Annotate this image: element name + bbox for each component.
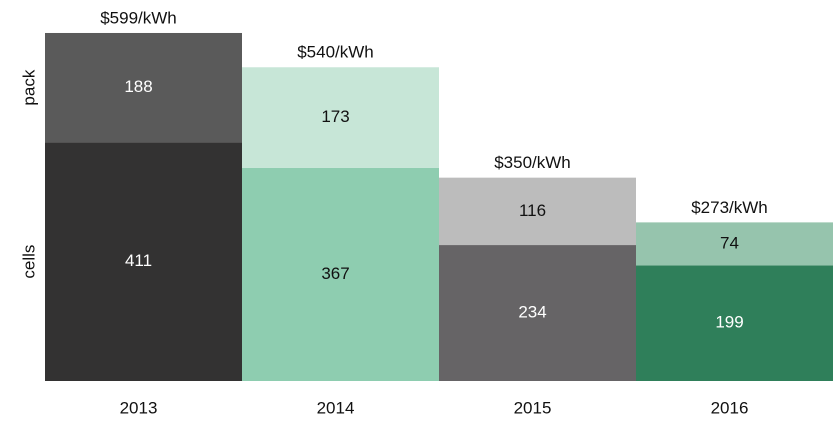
total-label: $599/kWh — [100, 8, 177, 27]
x-tick-label: 2016 — [711, 398, 749, 417]
value-label: 199 — [715, 313, 743, 332]
bar-segment — [439, 177, 636, 246]
bar-segment — [439, 245, 636, 381]
x-tick-label: 2013 — [120, 398, 158, 417]
bar-segment — [636, 222, 833, 266]
total-label: $273/kWh — [691, 198, 768, 217]
bar-segment — [636, 265, 833, 381]
value-label: 173 — [321, 107, 349, 126]
series-label: cells — [19, 245, 38, 279]
bar-segment — [45, 142, 242, 381]
total-label: $540/kWh — [297, 43, 374, 62]
bar-segment — [45, 32, 242, 143]
bar-segment — [242, 67, 439, 168]
value-label: 367 — [321, 264, 349, 283]
value-label: 411 — [125, 251, 152, 270]
series-label: pack — [19, 69, 38, 105]
x-tick-label: 2014 — [317, 398, 355, 417]
value-label: 234 — [518, 303, 546, 322]
value-label: 116 — [519, 201, 546, 220]
value-label: 188 — [124, 77, 152, 96]
x-tick-label: 2015 — [514, 398, 552, 417]
value-label: 74 — [720, 233, 739, 252]
total-label: $350/kWh — [494, 153, 571, 172]
bar-segment — [242, 167, 439, 381]
